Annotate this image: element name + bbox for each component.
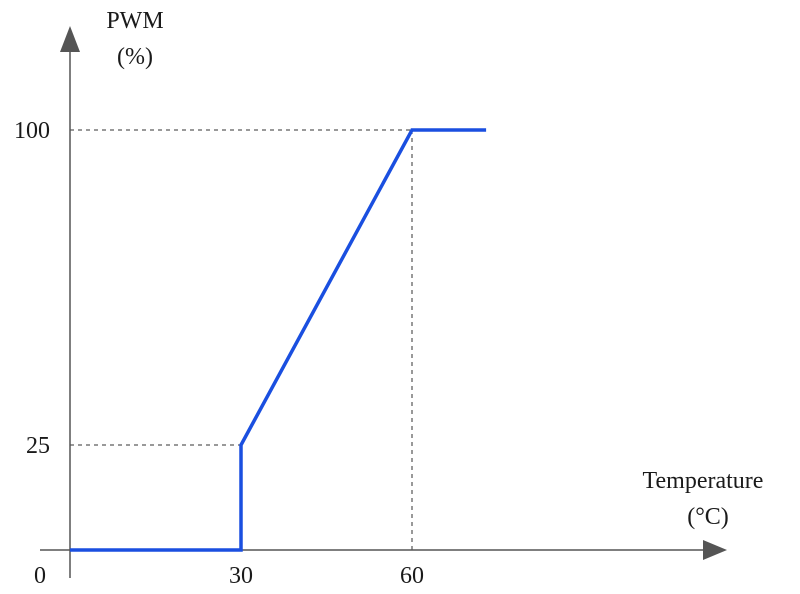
tick-labels: 30 60 25 100 <box>14 118 424 589</box>
reference-lines <box>70 129 413 550</box>
series-line-0 <box>70 128 487 552</box>
y-axis-title: PWM <box>106 8 163 34</box>
x-axis-unit: (°C) <box>687 504 729 530</box>
x-axis-title: Temperature <box>643 468 764 494</box>
y-axis-unit: (%) <box>117 44 153 70</box>
axes <box>40 26 727 578</box>
y-tick-label-100: 100 <box>14 118 50 144</box>
y-axis-arrow-icon <box>60 26 80 52</box>
y-tick-label-25: 25 <box>26 433 50 459</box>
x-axis-arrow-icon <box>703 540 727 560</box>
series-group <box>70 128 487 552</box>
x-tick-label-60: 60 <box>400 563 424 589</box>
origin-label: 0 <box>34 563 46 589</box>
x-tick-label-30: 30 <box>229 563 253 589</box>
